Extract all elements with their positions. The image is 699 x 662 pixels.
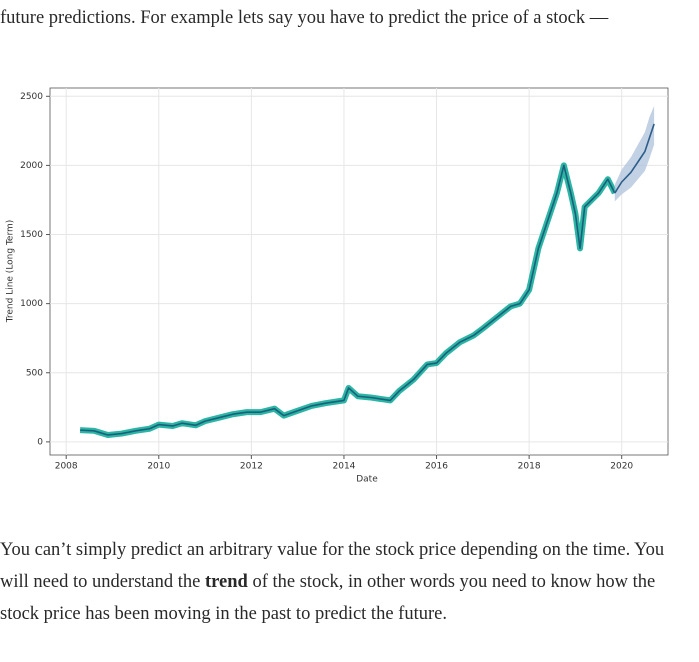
trend-glow xyxy=(79,162,618,438)
bold-text: trend xyxy=(205,572,248,592)
x-tick-label: 2018 xyxy=(518,462,541,472)
trend-line xyxy=(80,164,616,436)
y-tick-label: 2000 xyxy=(20,161,43,171)
x-tick-label: 2014 xyxy=(333,462,356,472)
y-tick-label: 1000 xyxy=(20,299,43,309)
paragraph: You can’t simply predict an arbitrary va… xyxy=(0,534,690,630)
chart: Date Trend Line (Long Term) 2008 2010 2012… xyxy=(6,87,669,485)
text: of the stock, in other words you need to… xyxy=(0,572,656,624)
x-tick-label: 2020 xyxy=(610,462,633,472)
confidence-band xyxy=(614,105,655,202)
y-tick-label: 2500 xyxy=(20,92,43,102)
x-axis-label: Date xyxy=(356,475,378,485)
y-axis-label: Trend Line (Long Term) xyxy=(6,220,16,324)
x-tick-label: 2016 xyxy=(425,462,448,472)
x-tick-label: 2008 xyxy=(55,462,78,472)
y-tick-label: 1500 xyxy=(20,230,43,240)
x-tick-label: 2012 xyxy=(240,462,263,472)
x-tick-label: 2010 xyxy=(147,462,170,472)
paragraph: future predictions. For example lets say… xyxy=(0,8,609,28)
text: You can’t simply predict an arbitrary va… xyxy=(0,540,665,592)
y-tick-label: 0 xyxy=(37,437,43,447)
trend-line xyxy=(614,123,655,194)
plot-frame xyxy=(49,87,669,456)
y-tick-label: 500 xyxy=(26,368,43,378)
